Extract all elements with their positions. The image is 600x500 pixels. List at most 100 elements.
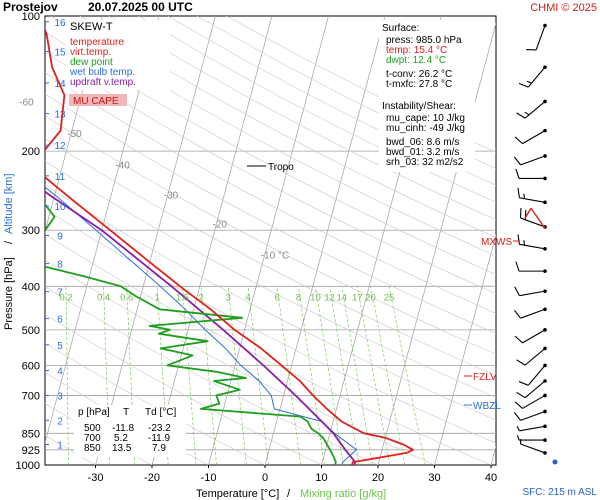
bwd-01-value: bwd_01: 3.2 m/s [386,147,459,158]
temperature-tick-label: 30 [428,472,440,484]
y-axis-title-sep: / [3,240,15,244]
x-axis-title-temperature: Temperature [°C] [196,488,279,500]
table-row-td: -11.9 [148,433,170,444]
isotherm-label: -10 °C [261,251,289,262]
wind-barb-staff [524,348,546,366]
wind-barb-staff [522,329,546,344]
wind-barb-flag [516,359,526,366]
wind-barb-flag [514,335,523,344]
mixing-ratio-label: 1 [155,292,160,303]
isotherm-line [95,16,216,465]
temperature-tick-label: 10 [315,472,327,484]
altitude-tick-label: 14 [54,79,66,90]
wind-barb [514,128,547,145]
altitude-tick-label: 9 [57,231,63,242]
pressure-tick-label: 500 [22,325,40,337]
table-row-t: 5.2 [114,433,128,444]
wind-barb-flag [513,156,522,166]
isotherm-line [151,16,273,465]
wind-barb [513,154,547,166]
wind-barb [516,346,547,366]
wind-barb [517,234,547,251]
wind-barb-flag [518,381,529,386]
dry-adiabat [45,286,379,465]
wind-barb-flag [524,111,530,116]
wind-barb-station [543,23,547,28]
table-row-p: 700 [84,433,101,444]
wind-barb-flag [516,426,520,432]
info-box [379,20,475,172]
instability-title: Instability/Shear: [382,101,456,112]
altitude-tick-label: 4 [57,367,63,378]
isotherm-label: -30 [164,191,179,202]
wind-barb-station [543,363,547,368]
mxws-wind-barb-flag [524,207,532,219]
dry-adiabat [138,16,496,203]
wind-barb-flag [518,82,529,88]
mixing-ratio-line [276,286,301,465]
wind-barb-station [543,269,547,273]
table-row-td: 7.9 [152,443,166,454]
wind-barb-staff [519,290,546,297]
temperature-tick-label: -10 [201,472,217,484]
wind-barb-flag [515,168,520,179]
mixing-ratio-line [341,286,373,465]
wind-barb-staff [524,380,546,399]
wind-barbs [513,16,558,465]
pressure-tick-label: 850 [22,428,40,440]
mixing-ratio-label: 25 [384,292,395,303]
surface-temp: temp: 15.4 °C [386,45,447,56]
sounding-datetime: 20.07.2025 00 UTC [88,0,193,14]
altitude-tick-label: 1 [57,440,63,451]
wind-barb-station [543,176,547,181]
table-row-t: 13.5 [112,443,132,454]
mixing-ratio-label: 0.6 [120,292,133,303]
surface-title: Surface: [382,23,419,34]
altitude-tick-label: 5 [57,341,63,352]
wind-barb [518,65,547,88]
wind-barb [515,168,547,181]
wind-barb [526,23,547,51]
wind-barb-station [543,289,547,293]
isotherm-label: -60 [19,97,34,108]
dry-adiabat [45,137,496,376]
isotherm-line [434,233,496,465]
dry-adiabat [109,16,496,221]
surface-elevation-label: SFC: 215 m ASL [523,487,598,498]
table-row-p: 500 [84,423,101,434]
pressure-tick-label: 700 [22,390,40,402]
wind-barb-flag [516,112,526,119]
mixing-ratio-line [388,286,426,465]
dry-adiabat [45,184,496,421]
isotherm-line [377,22,496,465]
wind-barb-flag [517,234,520,245]
mixing-ratio-label: 0.2 [59,292,72,303]
mixing-ratio-label: 10 [310,292,321,303]
dry-adiabat [45,160,496,398]
wind-barb-station [543,393,547,398]
wind-barb-staff [524,101,546,119]
station-name: Prostejov [3,0,58,14]
altitude-tick-label: 16 [54,18,66,29]
legend-item-wetbulb: wet bulb temp. [69,67,135,78]
wbzl-label: WBZL [473,401,501,412]
x-axis-title-mixing: Mixing ratio [g/kg] [300,488,386,500]
table-row-t: -11.8 [112,423,134,434]
isotherm-line [264,16,386,465]
level-table-box [74,405,186,457]
table-header-t: T [123,407,129,418]
surface-press: press: 985.0 hPa [386,35,462,46]
legend-title: SKEW-T [70,21,113,33]
wind-barb-staff [520,155,546,166]
mixing-ratio-label: 0.4 [97,292,110,303]
surface-tconv: t-conv: 26.2 °C [386,69,452,80]
wind-barb-flag [514,286,520,296]
wind-barb-station [543,451,547,455]
dry-adiabat [45,72,496,314]
wind-barb-flag [514,136,523,145]
temperature-tick-label: -30 [88,472,104,484]
wind-barb-staff [519,243,546,250]
wind-barb [514,393,547,409]
srh-03-value: srh_03: 32 m2/s2 [386,157,464,168]
